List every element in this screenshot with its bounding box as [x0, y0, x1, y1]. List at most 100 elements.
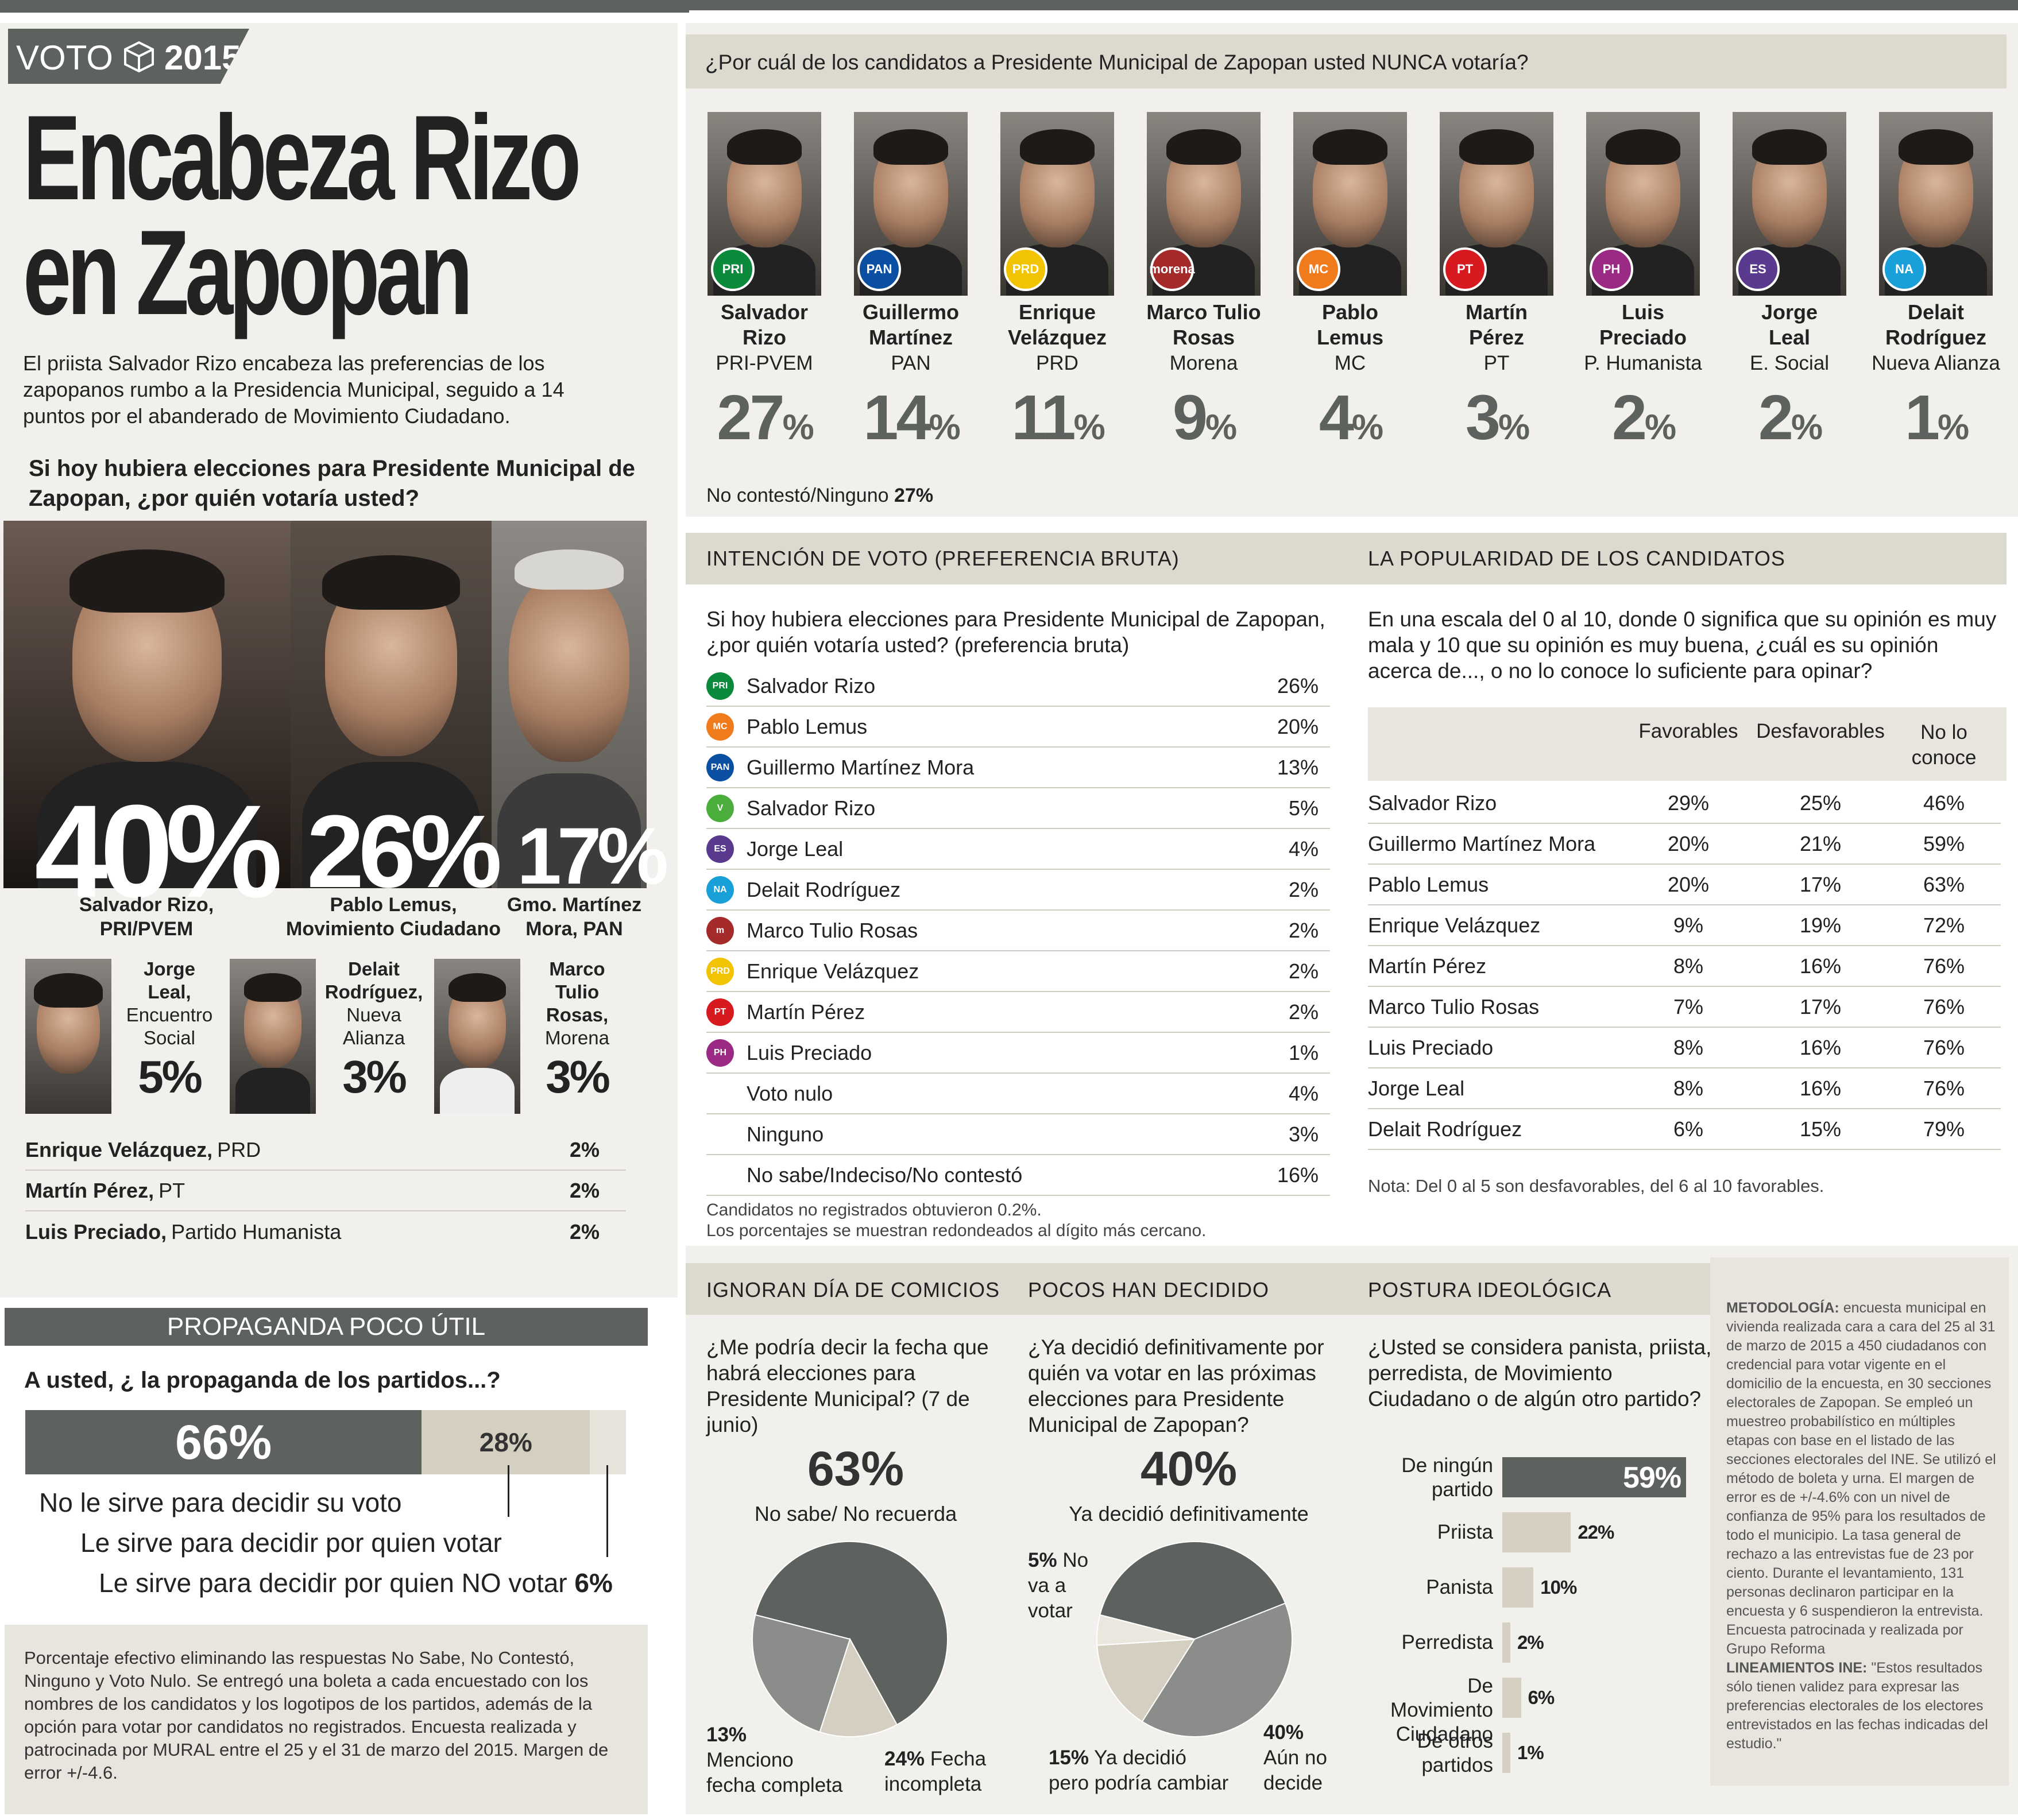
nunca-pct: 4%: [1276, 381, 1424, 454]
propaganda-label-3: Le sirve para decidir por quien NO votar…: [99, 1567, 613, 1598]
comicios-big: 63%: [807, 1442, 904, 1496]
party-logo-icon: PT: [706, 998, 734, 1026]
pct-sign: %: [1498, 408, 1530, 447]
nunca-party: Nueva Alianza: [1872, 352, 2000, 374]
row-no-conoce: 76%: [1923, 994, 1965, 1019]
row-desfavorables: 17%: [1799, 872, 1842, 896]
l1: Jorge: [144, 958, 195, 979]
row-pct: 2%: [569, 1178, 600, 1202]
left-question: Si hoy hubiera elecciones para President…: [29, 456, 635, 511]
mid-header: [686, 533, 2007, 584]
l4: Social: [144, 1027, 195, 1048]
label: METODOLOGÍA:: [1726, 1300, 1839, 1316]
row-favorables: 9%: [1673, 913, 1704, 937]
nunca-party: MC: [1334, 352, 1366, 374]
n1: Luis: [1621, 300, 1664, 324]
nunca-pct: 2%: [1715, 381, 1864, 454]
party-logo-icon: PAN: [706, 753, 734, 781]
nunca-photo: PRI: [708, 112, 821, 296]
title-line-1: Encabeza Rizo: [23, 90, 581, 225]
ideologia-bar: [1502, 1512, 1571, 1552]
nunca-photo: PAN: [854, 112, 968, 296]
nunca-name: Guillermo Martínez: [837, 300, 985, 350]
l1: Priista: [1437, 1521, 1493, 1543]
row-pct: 20%: [1277, 714, 1319, 738]
decidido-title: POCOS HAN DECIDIDO: [1028, 1278, 1270, 1302]
ideologia-title: POSTURA IDEOLÓGICA: [1368, 1278, 1612, 1302]
pie-slice: [755, 1541, 948, 1726]
l2: Rodríguez,: [324, 981, 423, 1002]
pct-sign: %: [1352, 408, 1383, 447]
rosas-caption: Marco Tulio Rosas, Morena 3%: [523, 958, 632, 1105]
l3: Nueva: [346, 1004, 401, 1025]
decidido-big: 40%: [1140, 1442, 1238, 1496]
row-desfavorables: 25%: [1799, 791, 1842, 815]
metodologia-box: [1710, 1257, 2009, 1786]
decidido-question: ¿Ya decidió definitivamente por quién va…: [1028, 1335, 1324, 1436]
n2: Rosas: [1172, 326, 1235, 349]
leal-caption: Jorge Leal, Encuentro Social 5%: [115, 958, 224, 1105]
row-no-conoce: 76%: [1923, 1035, 1965, 1059]
left-row-perez: Martín Pérez, PT 2%: [25, 1171, 626, 1211]
ideologia-label: Priista: [1367, 1520, 1493, 1544]
row-pct: 26%: [1277, 673, 1319, 698]
nunca-photo: morena: [1147, 112, 1261, 296]
a: No: [1062, 1549, 1089, 1571]
b: pero podría cambiar: [1049, 1772, 1229, 1794]
n2: Leal: [1768, 326, 1811, 349]
n1: Marco Tulio: [1146, 300, 1261, 324]
popularidad-row: Guillermo Martínez Mora 20% 21% 59%: [1368, 824, 2001, 865]
row-name: No sabe/Indeciso/No contestó: [747, 1163, 1023, 1187]
n2: Velázquez: [1007, 326, 1107, 349]
propaganda-segment: 28%: [422, 1410, 590, 1474]
row-name: Marco Tulio Rosas: [1368, 994, 1540, 1019]
intencion-row: PRD Enrique Velázquez 2%: [706, 951, 1330, 992]
l1: De Movimiento: [1390, 1675, 1493, 1721]
pie-slice: [1141, 1602, 1293, 1738]
propaganda-label-2: Le sirve para decidir por quien votar: [80, 1528, 502, 1558]
row-party: PRD: [217, 1137, 261, 1161]
party-logo-icon: m: [706, 916, 734, 944]
row-party: PT: [158, 1178, 185, 1202]
party-logo-icon: PRI: [706, 672, 734, 700]
row-name: Enrique Velázquez,: [25, 1137, 213, 1161]
left-row-velazquez: Enrique Velázquez, PRD 2%: [25, 1130, 626, 1171]
row-favorables: 29%: [1667, 791, 1710, 815]
ballot-box-icon: [123, 40, 155, 73]
intencion-question: Si hoy hubiera elecciones para President…: [706, 607, 1325, 657]
nunca-name: Jorge Leal: [1715, 300, 1864, 350]
l2: partidos: [1421, 1754, 1493, 1776]
leader-line-28: [508, 1465, 509, 1517]
b: decide: [1263, 1772, 1323, 1794]
row-desfavorables: 16%: [1799, 954, 1842, 978]
intencion-row: Ninguno 3%: [706, 1114, 1330, 1155]
pct: 5%: [138, 1051, 203, 1102]
lemus-pct: 26%: [307, 794, 502, 909]
b: incompleta: [884, 1773, 982, 1795]
popularidad-row: Enrique Velázquez 9% 19% 72%: [1368, 905, 2001, 946]
row-name: Luis Preciado,: [25, 1219, 167, 1244]
n1: Pablo: [1321, 300, 1378, 324]
row-name: Martín Pérez,: [25, 1178, 154, 1202]
intencion-row: PT Martín Pérez 2%: [706, 992, 1330, 1033]
propaganda-title: PROPAGANDA POCO ÚTIL: [5, 1308, 648, 1346]
nunca-pct: 27%: [690, 381, 838, 454]
top-rule-left: [0, 10, 689, 13]
pct-sign: %: [1645, 408, 1676, 447]
nunca-pct: 1%: [1862, 381, 2010, 454]
party-logo-icon: [706, 1121, 734, 1148]
row-pct: 16%: [1277, 1163, 1319, 1187]
lemus-caption: Pablo Lemus, Movimiento Ciudadano: [276, 893, 511, 941]
row-name: Jorge Leal: [1368, 1076, 1465, 1100]
pct-sign: %: [1791, 408, 1823, 447]
comicios-question: ¿Me podría decir la fecha que habrá elec…: [706, 1335, 989, 1436]
party-logo-icon: [706, 1161, 734, 1189]
label-3-pct: 6%: [574, 1568, 613, 1598]
nunca-pct: 2%: [1569, 381, 1717, 454]
photo-pablo-lemus: [291, 521, 492, 888]
caption-name: Salvador Rizo,: [79, 894, 214, 916]
party-logo-icon: MC: [706, 712, 734, 741]
row-name: Martín Pérez: [1368, 954, 1487, 978]
pct: 5%: [1028, 1549, 1057, 1571]
rodriguez-caption: Delait Rodríguez, Nueva Alianza 3%: [319, 958, 428, 1105]
